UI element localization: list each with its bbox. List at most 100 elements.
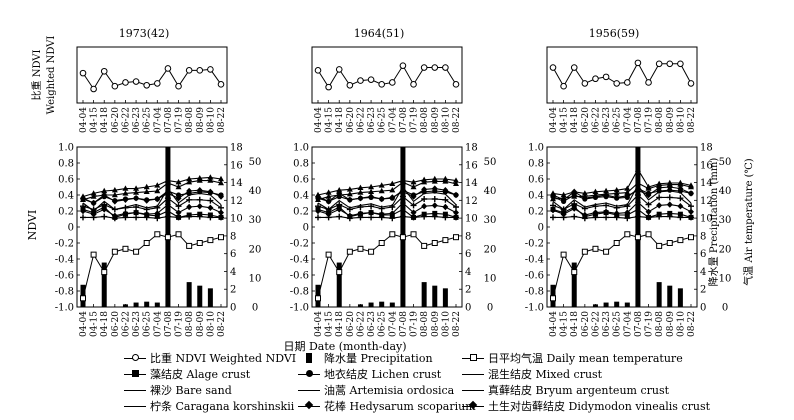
temperature-point [111, 248, 118, 255]
top-date-label: 04-15 [325, 107, 335, 133]
top-date-label: 06-22 [591, 107, 601, 133]
precip-tick-label: 6 [230, 249, 236, 260]
ndvi-series-point [666, 194, 673, 201]
temp-tick-label: 0 [252, 303, 258, 314]
ndvi-series-point [336, 206, 343, 213]
ndvi-series-point [613, 187, 620, 193]
ndvi-series-point [336, 190, 343, 197]
temperature-point [624, 231, 631, 238]
bottom-date-label: 06-25 [378, 311, 388, 337]
top-date-label: 04-18 [100, 107, 110, 133]
precip-tick-label: 14 [700, 178, 713, 189]
ndvi-tick-label: 0.6 [528, 175, 544, 186]
ndvi-series-point [634, 187, 641, 194]
ndvi-series-point [111, 198, 118, 205]
weighted-ndvi-point [79, 69, 87, 77]
ndvi-series-point [122, 204, 129, 211]
precipitation-bar [165, 147, 171, 307]
ndvi-series-point [688, 214, 694, 221]
precip-tick-label: 4 [700, 267, 706, 278]
ndvi-series-point [336, 187, 343, 193]
legend-label: 比重 NDVI Weighted NDVI [150, 352, 297, 365]
top-date-label: 06-25 [143, 107, 153, 133]
bottom-date-label: 04-04 [314, 311, 324, 337]
weighted-ndvi-point [389, 79, 396, 86]
ndvi-tick-label: -0.8 [525, 287, 544, 298]
top-date-label: 04-04 [314, 107, 324, 133]
legend-symbol-triangle [462, 369, 484, 379]
legend-label: 藻结皮 Alage crust [150, 368, 251, 381]
legend-symbol-square [124, 369, 146, 379]
ndvi-series-point [218, 179, 224, 186]
temperature-point [336, 269, 343, 276]
ndvi-series-point [133, 185, 140, 191]
ndvi-series-point [550, 214, 556, 221]
ndvi-tick-label: 0.6 [293, 175, 309, 186]
ndvi-series-point [645, 185, 652, 191]
ndvi-series-point [592, 203, 599, 210]
precip-tick-label: 10 [700, 214, 713, 225]
temp-tick-label: 30 [719, 215, 732, 226]
top-date-label: 07-08 [164, 107, 174, 133]
bottom-date-label: 07-08 [399, 311, 409, 337]
ndvi-series-point [677, 211, 683, 217]
legend-item: 日平均气温 Daily mean temperature [462, 350, 683, 366]
ndvi-series-point [218, 175, 224, 182]
precip-tick-label: 4 [465, 267, 471, 278]
ndvi-series-point [571, 188, 578, 195]
ndvi-series-point [154, 182, 161, 188]
top-date-label: 06-20 [111, 107, 121, 133]
legend-label: 油蒿 Artemisia ordosica [324, 384, 455, 397]
top-date-label: 08-08 [185, 107, 195, 133]
ndvi-series-point [207, 188, 214, 195]
precip-tick-label: 8 [465, 231, 471, 242]
temp-tick-label: 20 [484, 244, 497, 255]
ndvi-series-point [122, 185, 129, 191]
bottom-date-label: 06-23 [367, 311, 377, 337]
ndvi-series-point [645, 201, 652, 208]
ndvi-series-point [207, 214, 214, 221]
ndvi-tick-label: -0.2 [55, 239, 74, 250]
ndvi-series-point [410, 183, 417, 190]
temperature-point [218, 234, 224, 241]
temperature-point [357, 245, 364, 252]
ndvi-series-point [645, 191, 652, 199]
precipitation-bar [656, 282, 662, 307]
ndvi-series-point [154, 204, 161, 211]
top-date-label: 06-22 [121, 107, 131, 133]
weighted-ndvi-point [357, 77, 364, 84]
ndvi-series-point [346, 191, 353, 197]
precipitation-bar [432, 285, 438, 307]
temperature-point [80, 295, 86, 302]
top-date-label: 06-22 [356, 107, 366, 133]
ndvi-series-point [560, 196, 567, 203]
precipitation-bar [442, 288, 448, 307]
bottom-date-label: 08-10 [441, 311, 451, 337]
ndvi-series-point [315, 214, 321, 221]
ndvi-series-point [175, 195, 182, 202]
ndvi-series-point [677, 203, 684, 210]
top-date-label: 06-25 [378, 107, 388, 133]
top-ylabel-en: Weighted NDVI [46, 36, 57, 115]
legend-item: 比重 NDVI Weighted NDVI [124, 350, 296, 366]
temp-tick-label: 10 [484, 273, 497, 284]
top-date-label: 07-19 [175, 107, 185, 133]
ndvi-series-point [346, 196, 353, 203]
precipitation-bar [677, 288, 683, 307]
ndvi-tick-label: 1.0 [58, 143, 74, 154]
ndvi-tick-label: -0.8 [290, 287, 309, 298]
bottom-date-label: 04-15 [90, 311, 100, 337]
bottom-date-label: 08-09 [196, 311, 206, 337]
precipitation-bar [186, 282, 192, 307]
ndvi-series-point [550, 191, 556, 199]
temp-tick-label: 40 [249, 186, 262, 197]
bottom-date-label: 06-20 [346, 311, 356, 337]
bottom-date-label: 07-19 [410, 311, 420, 337]
ndvi-series-point [442, 203, 449, 211]
weighted-ndvi-point [592, 75, 599, 83]
temp-tick-label: 40 [484, 186, 497, 197]
ndvi-series-point [624, 189, 631, 195]
ndvi-series-point [453, 191, 459, 199]
precip-tick-label: 8 [230, 231, 236, 242]
